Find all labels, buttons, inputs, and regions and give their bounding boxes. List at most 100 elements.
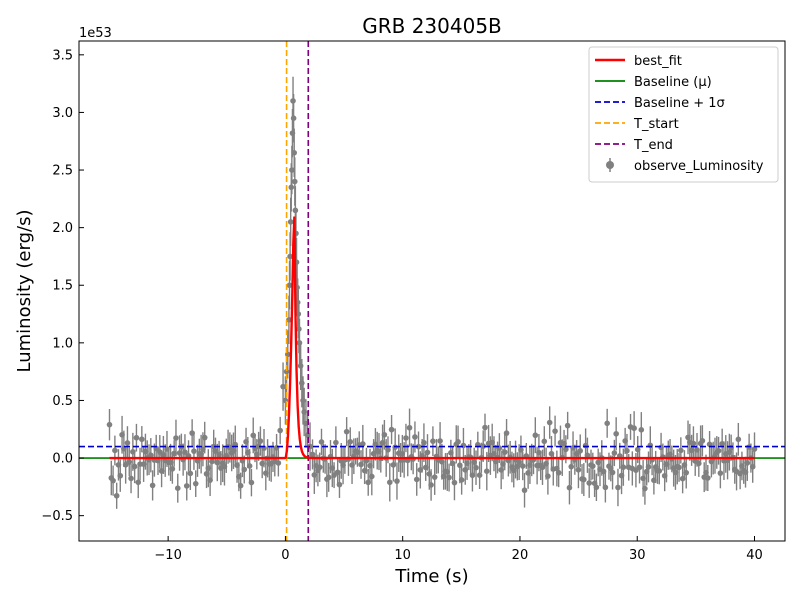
legend-label-best-fit: best_fit: [634, 54, 682, 69]
observation-point: [363, 458, 370, 464]
observation-point: [388, 426, 395, 433]
observation-point: [241, 466, 248, 473]
observation-point: [455, 438, 461, 445]
observation-point: [546, 419, 553, 426]
observation-point: [545, 473, 551, 479]
data-layer: [79, 41, 785, 541]
observation-point: [430, 438, 436, 444]
x-tick-label: 20: [512, 548, 529, 563]
x-tick-label: −10: [154, 548, 181, 563]
observation-point: [191, 448, 197, 454]
observation-point: [437, 438, 443, 444]
legend-box: [588, 46, 779, 183]
observation-point: [539, 464, 546, 471]
observation-point: [581, 476, 587, 483]
observation-point: [590, 463, 596, 469]
observation-point: [483, 468, 490, 475]
observation-point: [699, 437, 706, 444]
observation-point: [602, 484, 609, 491]
y-tick-label: 3.5: [52, 48, 73, 63]
observation-point: [289, 167, 295, 173]
observation-point: [133, 434, 140, 441]
observation-point: [638, 427, 645, 433]
x-tick-label: 0: [281, 548, 289, 563]
observation-point: [135, 479, 142, 486]
observation-point: [290, 115, 297, 121]
observation-point: [201, 434, 208, 441]
observation-point: [604, 420, 610, 427]
observation-point: [169, 466, 176, 472]
observation-point: [403, 435, 409, 441]
observation-point: [555, 469, 562, 476]
y-tick-label: 2.5: [52, 164, 73, 179]
observation-point: [316, 464, 323, 471]
plot-frame: [78, 40, 786, 542]
observation-point: [358, 461, 364, 468]
chart-title: GRB 230405B: [362, 14, 502, 38]
legend-label-t-start: T_start: [633, 117, 679, 132]
observation-point: [386, 479, 393, 486]
observation-point: [458, 477, 465, 483]
observation-point: [394, 478, 400, 484]
observation-point: [566, 484, 573, 491]
observation-point: [406, 424, 413, 431]
observation-point: [300, 397, 306, 404]
observation-point: [128, 475, 134, 482]
observation-point: [656, 468, 663, 474]
y-tick-label: 3.0: [52, 106, 73, 121]
observation-point: [631, 425, 637, 432]
observation-point: [187, 470, 194, 477]
observation-point: [449, 460, 456, 467]
observation-point: [131, 463, 138, 470]
observation-point: [575, 467, 582, 473]
legend-swatch-observations: [606, 158, 614, 172]
observation-point: [139, 436, 145, 443]
y-tick-label: 0.0: [52, 452, 73, 467]
observation-point: [117, 472, 124, 479]
observation-point: [124, 440, 131, 446]
observation-point: [275, 460, 282, 466]
observation-point: [476, 472, 483, 478]
observation-point: [421, 439, 427, 446]
observation-point: [568, 463, 575, 470]
observation-point: [717, 470, 724, 476]
observation-point: [609, 469, 616, 476]
observation-point: [424, 449, 431, 456]
observation-point: [676, 464, 682, 471]
x-tick-label: 40: [746, 548, 763, 563]
x-axis-label: Time (s): [394, 566, 468, 587]
best-fit-curve: [109, 216, 755, 460]
observation-point: [501, 449, 508, 455]
legend-label-baseline: Baseline (μ): [634, 75, 712, 90]
observation-point: [636, 464, 643, 471]
observation-point: [552, 428, 558, 434]
observation-point: [248, 479, 255, 486]
observation-point: [744, 460, 751, 466]
observation-point: [451, 479, 458, 486]
observation-point: [291, 178, 298, 185]
observation-point: [173, 435, 179, 441]
observation-point: [413, 476, 420, 483]
observation-point: [412, 434, 418, 440]
observation-point: [183, 483, 190, 489]
observation-point: [690, 440, 697, 447]
observation-point: [564, 422, 571, 429]
observation-point: [642, 485, 648, 492]
observation-point: [460, 442, 467, 449]
observation-point: [613, 430, 619, 437]
observation-point: [287, 253, 293, 260]
observation-point: [473, 464, 479, 471]
observation-point: [503, 430, 510, 436]
observation-point: [287, 219, 294, 225]
y-tick-label: 0.5: [52, 394, 73, 409]
observation-point: [381, 431, 388, 438]
observation-point: [519, 463, 526, 469]
observation-point: [106, 421, 113, 428]
observation-point: [593, 484, 600, 491]
observation-point: [586, 480, 593, 486]
observation-point: [174, 485, 181, 492]
observation-point: [333, 439, 339, 446]
observation-point: [347, 438, 354, 445]
ticks-layer: −10 0 10 20 30 40 −0.5 0.0 0.5 1.0 1.5 2.0 2.5 3.0 3.5: [41, 48, 762, 563]
observation-point: [369, 473, 375, 480]
